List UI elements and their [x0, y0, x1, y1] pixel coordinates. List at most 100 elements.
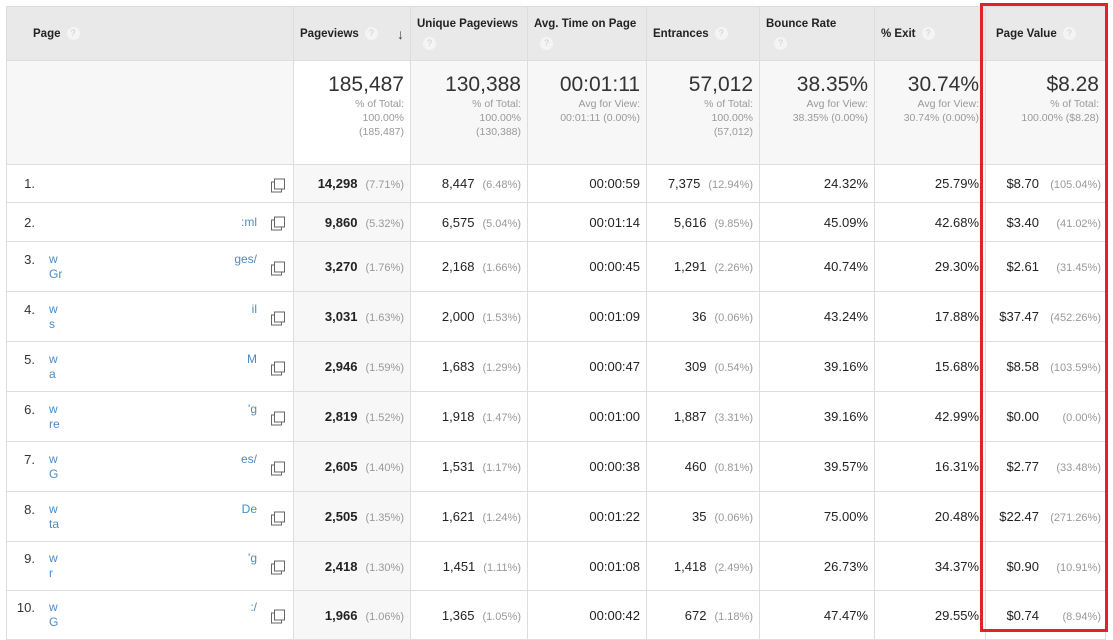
page-link[interactable]: w 'g r [49, 551, 257, 581]
entrances-cell: 672 (1.18%) [646, 590, 760, 640]
open-external-icon[interactable] [274, 411, 285, 422]
totals-label-cell [6, 60, 294, 165]
open-external-icon[interactable] [274, 560, 285, 572]
page-value: $8.70 [1006, 176, 1039, 191]
pageviews-pct: (1.06%) [365, 610, 404, 623]
page-cell: 7. w es/G [6, 441, 294, 492]
help-icon[interactable]: ? [423, 36, 436, 50]
col-avg-time[interactable]: Avg. Time on Page? [527, 6, 647, 61]
entrances-pct: (3.31%) [714, 412, 753, 424]
help-icon[interactable]: ? [921, 26, 935, 40]
open-external-icon[interactable] [274, 261, 285, 272]
page-link[interactable]: w De ta [49, 502, 257, 532]
open-external-icon[interactable] [274, 511, 285, 522]
help-icon[interactable]: ? [66, 26, 80, 40]
total-unique-pageviews: 130,388 % of Total: 100.00% (130,388) [410, 60, 528, 165]
page-link[interactable] [49, 176, 249, 191]
col-unique-pageviews[interactable]: Unique Pageviews? [410, 6, 528, 61]
unique-pageviews-cell: 1,451 (1.11%) [410, 541, 528, 591]
page-value: $0.00 [1006, 409, 1039, 424]
entrances-value: 672 [684, 607, 707, 623]
pageviews-cell: 2,418 (1.30%) [293, 541, 411, 591]
page-link[interactable]: :ml [49, 215, 257, 230]
page-path-start: w [49, 301, 58, 316]
help-icon[interactable]: ? [364, 26, 378, 40]
entrances-cell: 460 (0.81%) [646, 441, 760, 492]
unique-value: 1,365 [441, 607, 475, 623]
page-link[interactable]: w il s [49, 301, 257, 332]
col-page[interactable]: Page? [6, 6, 294, 61]
total-page-value: $8.28 % of Total: 100.00% ($8.28) [985, 60, 1106, 165]
open-external-icon[interactable] [274, 178, 285, 189]
pageviews-value: 3,270 [324, 259, 358, 274]
unique-value: 1,621 [441, 509, 475, 524]
page-link[interactable]: w 'g re [49, 402, 257, 432]
page-value: $3.40 [1006, 214, 1039, 230]
unique-value: 8,447 [441, 176, 475, 191]
pageviews-pct: (5.32%) [365, 217, 404, 230]
page-value-cell: $2.61 (31.45%) [985, 241, 1106, 292]
page-path-end: il [251, 301, 257, 316]
entrances-value: 7,375 [667, 176, 701, 191]
sort-down-arrow-icon[interactable]: ↓ [397, 25, 404, 42]
page-value-pct: (0.00%) [1062, 412, 1101, 424]
unique-pageviews-cell: 8,447 (6.48%) [410, 164, 528, 203]
page-path-start: w [49, 251, 58, 266]
unique-pct: (5.04%) [482, 217, 521, 230]
page-path-line2: ta [49, 516, 60, 531]
bounce-rate-cell: 39.16% [759, 391, 875, 442]
open-external-icon[interactable] [274, 311, 285, 322]
pageviews-pct: (7.71%) [365, 179, 404, 191]
open-external-icon[interactable] [274, 361, 285, 372]
table-row: 10. w:/ G 1,966 (1.06%) 1,365 (1.05%) 00:00:… [6, 590, 1106, 640]
exit-cell: 16.31% [874, 441, 986, 492]
page-link[interactable]: w ges/Gr [49, 251, 257, 282]
page-value-pct: (10.91%) [1056, 561, 1101, 574]
col-label: Bounce Rate [766, 17, 837, 30]
exit-cell: 17.88% [874, 291, 986, 342]
unique-value: 2,168 [441, 259, 475, 274]
col-label: Entrances [653, 27, 709, 40]
col-exit[interactable]: % Exit? [874, 6, 986, 61]
total-value: 57,012 [688, 73, 753, 96]
page-path-end: ges/ [234, 251, 257, 266]
page-value-pct: (31.45%) [1056, 262, 1101, 274]
unique-pageviews-cell: 1,365 (1.05%) [410, 590, 528, 640]
entrances-cell: 1,887 (3.31%) [646, 391, 760, 442]
col-bounce-rate[interactable]: Bounce Rate? [759, 6, 875, 61]
col-entrances[interactable]: Entrances? [646, 6, 760, 61]
page-link[interactable]: w es/G [49, 452, 257, 482]
row-number: 5. [24, 351, 35, 367]
help-icon[interactable]: ? [540, 36, 553, 50]
help-icon[interactable]: ? [714, 26, 728, 40]
entrances-pct: (0.06%) [714, 312, 753, 324]
page-link[interactable]: w:/ G [49, 600, 257, 630]
pageviews-cell: 1,966 (1.06%) [293, 590, 411, 640]
entrances-pct: (0.81%) [714, 462, 753, 474]
page-path-line2: re [49, 416, 60, 431]
pageviews-cell: 3,031 (1.63%) [293, 291, 411, 342]
row-number: 3. [24, 251, 35, 267]
total-sub-3: (57,012) [713, 126, 753, 138]
exit-cell: 25.79% [874, 164, 986, 203]
col-pageviews[interactable]: Pageviews? ↓ [293, 6, 411, 61]
col-page-value[interactable]: Page Value? [985, 6, 1106, 61]
col-label: Page [33, 27, 61, 40]
entrances-pct: (0.06%) [714, 512, 753, 524]
open-external-icon[interactable] [274, 461, 285, 472]
page-value-pct: (103.59%) [1050, 362, 1101, 374]
unique-pageviews-cell: 1,918 (1.47%) [410, 391, 528, 442]
unique-pct: (1.24%) [482, 512, 521, 524]
page-value-pct: (33.48%) [1056, 462, 1101, 474]
help-icon[interactable]: ? [774, 36, 787, 50]
total-value: 130,388 [445, 73, 521, 96]
unique-pct: (1.11%) [483, 561, 521, 574]
help-icon[interactable]: ? [1062, 26, 1076, 40]
total-value: 38.35% [796, 73, 868, 96]
open-external-icon[interactable] [274, 216, 285, 228]
open-external-icon[interactable] [274, 609, 285, 621]
unique-pageviews-cell: 6,575 (5.04%) [410, 202, 528, 242]
totals-row: 185,487 % of Total: 100.00% (185,487) 130… [6, 60, 1106, 165]
